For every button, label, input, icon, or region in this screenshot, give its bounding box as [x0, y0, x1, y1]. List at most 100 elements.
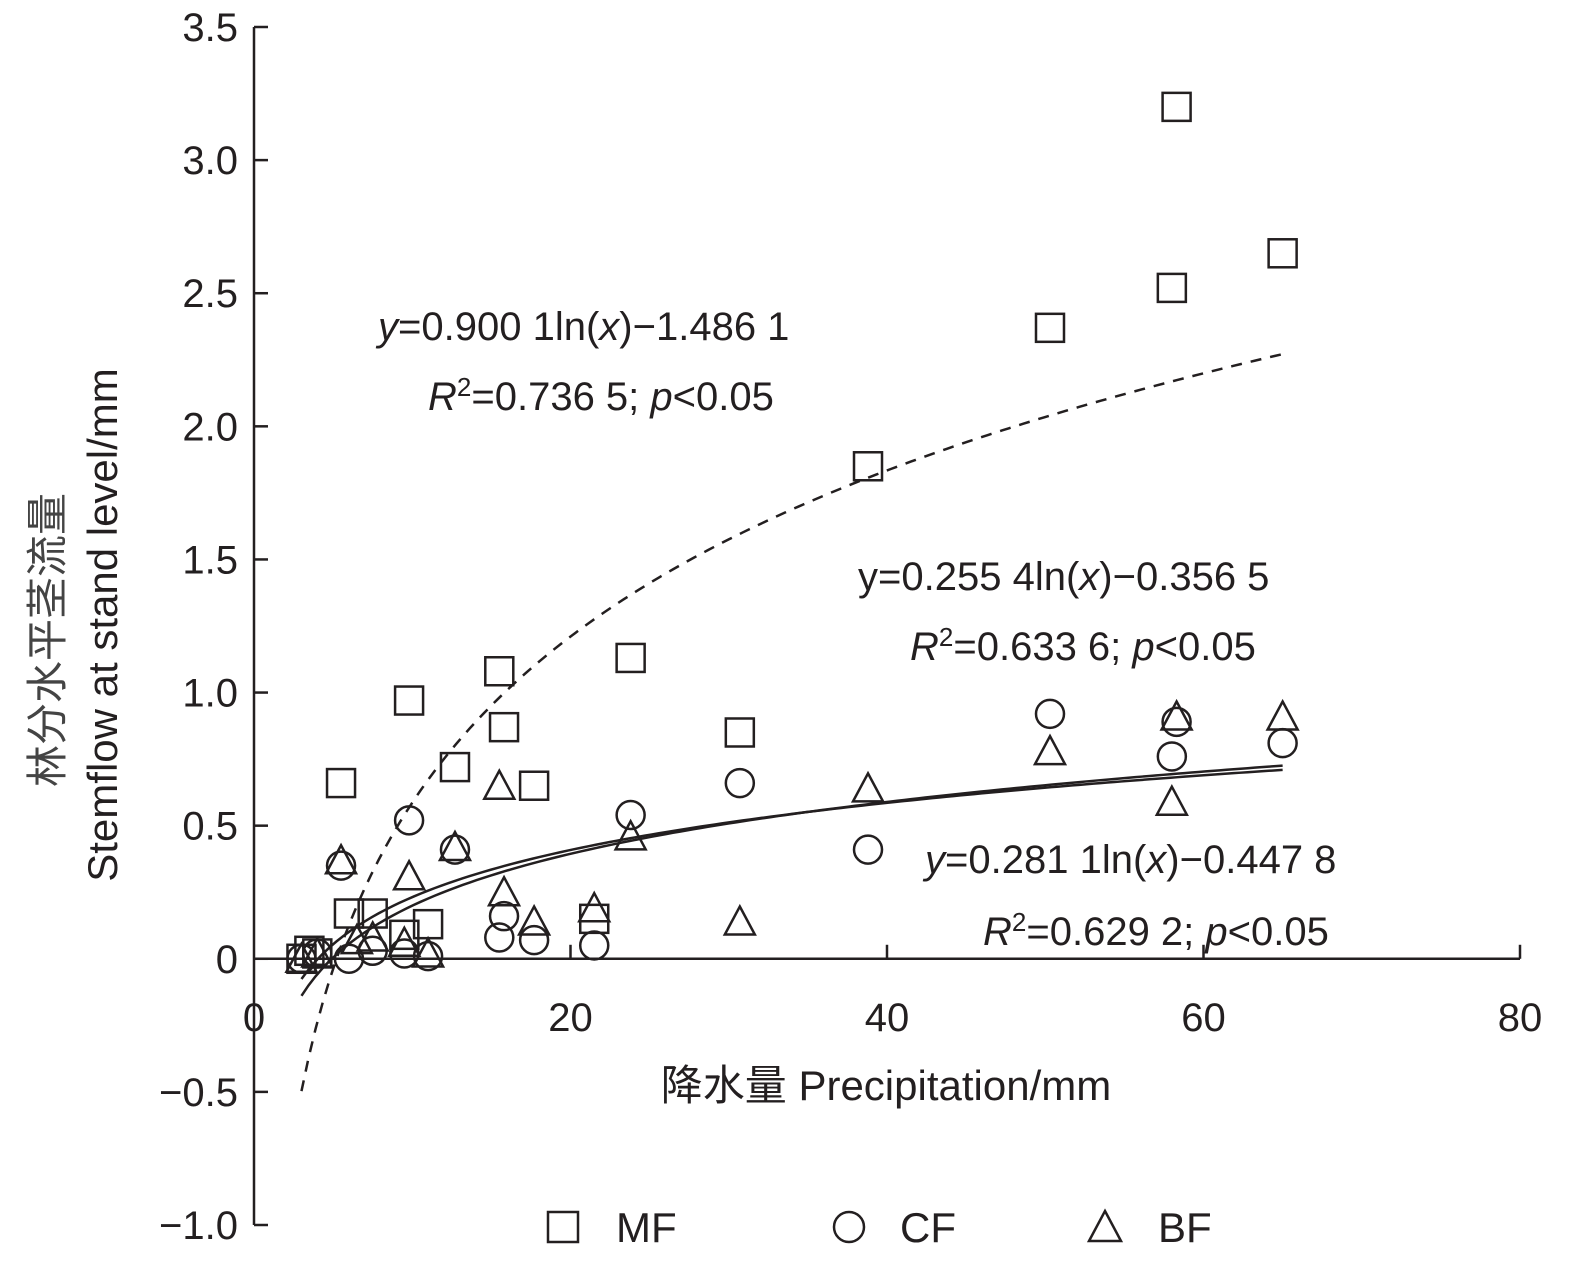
point-cf	[724, 767, 756, 799]
equation-mf-part-0: y	[375, 305, 401, 349]
annotation-bf: y=0.281 1ln(x)−0.447 8 R2=0.629 2; p<0.0…	[922, 838, 1336, 954]
equation-cf: y=0.255 4ln(x)−0.356 5	[858, 555, 1269, 599]
point-bf	[577, 890, 612, 923]
r2-cf-part-1: 2	[939, 622, 953, 652]
point-mf	[357, 898, 388, 929]
point-mf	[724, 717, 756, 748]
point-mf	[389, 919, 420, 951]
point-mf	[333, 898, 365, 929]
legend-label-mf: MF	[616, 1204, 677, 1251]
y-axis-title-cn: 林分水平茎流量	[24, 493, 71, 787]
point-mf	[1034, 312, 1066, 344]
r2-bf-part-2: =0.629 2;	[1026, 910, 1205, 954]
equation-bf-part-3: )−0.447 8	[1166, 838, 1336, 882]
point-mf	[325, 767, 357, 799]
point-bf	[300, 935, 335, 968]
equation-bf-part-2: x	[1144, 838, 1168, 882]
y-tick-label: 2.5	[182, 272, 238, 316]
equation-mf-part-1: =0.900 1ln(	[398, 305, 600, 349]
point-cf	[1161, 706, 1192, 738]
axes: −1.0−0.500.51.01.52.02.53.03.50 20 40 60 80	[159, 6, 1542, 1248]
point-mf	[484, 656, 515, 687]
point-bf	[1154, 784, 1189, 816]
r2-bf-part-0: R	[983, 910, 1012, 954]
point-cf	[1267, 727, 1298, 759]
annotation-cf: y=0.255 4ln(x)−0.356 5 R2=0.633 6; p<0.0…	[858, 555, 1269, 669]
y-axis-title: 林分水平茎流量 Stemflow at stand level/mm	[24, 368, 126, 882]
legend-marker-bf	[1086, 1208, 1124, 1243]
point-cf	[852, 834, 884, 865]
point-bf	[517, 903, 552, 936]
point-cf	[578, 930, 610, 961]
r2-bf-part-3: p	[1204, 910, 1227, 954]
point-mf	[615, 642, 646, 674]
point-bf	[722, 903, 757, 936]
point-bf	[323, 842, 359, 875]
x-tick-label: 20	[548, 996, 593, 1040]
legend-label-bf: BF	[1158, 1204, 1212, 1251]
point-cf	[1156, 741, 1188, 772]
legend-marker-cf	[832, 1210, 866, 1244]
point-bf	[486, 874, 522, 907]
annotation-mf: y=0.900 1ln(x)−1.486 1 R2=0.736 5; p<0.0…	[375, 305, 789, 419]
r2-bf: R2=0.629 2; p<0.05	[983, 907, 1329, 954]
equation-bf-part-1: =0.281 1ln(	[945, 838, 1147, 882]
point-bf	[355, 919, 390, 952]
data-points	[284, 91, 1300, 975]
point-cf	[439, 834, 471, 865]
point-bf	[284, 941, 319, 974]
y-tick-label: 3.5	[182, 6, 238, 50]
point-bf	[1032, 733, 1068, 766]
fit-curve-mf	[300, 352, 1283, 1092]
point-cf	[518, 924, 550, 956]
y-tick-label: −0.5	[159, 1071, 238, 1115]
x-axis-title: 降水量 Precipitation/mm	[661, 1062, 1111, 1109]
y-tick-label: −1.0	[159, 1204, 238, 1248]
x-tick-label: 40	[865, 996, 910, 1040]
y-tick-label: 3.0	[182, 139, 238, 183]
r2-cf-part-4: <0.05	[1155, 625, 1256, 669]
r2-mf-part-4: <0.05	[673, 375, 774, 419]
point-mf	[1156, 272, 1188, 304]
equation-cf-part-1: x	[1077, 555, 1101, 599]
point-cf	[333, 943, 365, 975]
point-bf	[387, 925, 422, 958]
equation-bf: y=0.281 1ln(x)−0.447 8	[922, 838, 1336, 882]
equation-mf: y=0.900 1ln(x)−1.486 1	[375, 305, 789, 349]
point-mf	[518, 770, 550, 801]
point-cf	[488, 900, 520, 932]
legend-label-cf: CF	[900, 1204, 956, 1251]
equation-mf-part-2: x	[597, 305, 621, 349]
point-mf	[852, 451, 884, 482]
y-tick-label: 1.5	[182, 538, 238, 582]
y-tick-label: 1.0	[182, 672, 238, 716]
point-cf	[615, 799, 646, 831]
x-tick-label: 60	[1181, 996, 1226, 1040]
point-mf	[439, 751, 471, 783]
r2-cf: R2=0.633 6; p<0.05	[910, 622, 1256, 669]
legend-marker-mf	[546, 1210, 580, 1244]
point-bf	[1159, 698, 1194, 731]
y-tick-label: 2.0	[182, 405, 238, 449]
point-mf	[1161, 91, 1192, 123]
point-cf	[484, 922, 515, 953]
equation-cf-part-2: )−0.356 5	[1099, 555, 1269, 599]
equation-cf-part-0: y=0.255 4ln(	[858, 555, 1080, 599]
point-cf	[1034, 698, 1066, 730]
point-bf	[410, 935, 446, 968]
r2-bf-part-4: <0.05	[1228, 910, 1329, 954]
fit-curve-bf	[300, 764, 1283, 997]
x-tick-label: 0	[243, 996, 265, 1040]
y-axis-title-en: Stemflow at stand level/mm	[79, 368, 126, 882]
x-tick-label: 80	[1498, 996, 1543, 1040]
r2-bf-part-1: 2	[1012, 907, 1026, 937]
y-tick-label: 0	[216, 938, 238, 982]
r2-mf: R2=0.736 5; p<0.05	[428, 372, 774, 419]
r2-cf-part-2: =0.633 6;	[953, 625, 1132, 669]
point-bf	[1265, 698, 1300, 731]
point-mf	[1267, 238, 1298, 269]
equation-bf-part-0: y	[922, 838, 948, 882]
point-bf	[437, 829, 473, 862]
point-mf	[488, 711, 520, 743]
point-bf	[850, 770, 886, 803]
